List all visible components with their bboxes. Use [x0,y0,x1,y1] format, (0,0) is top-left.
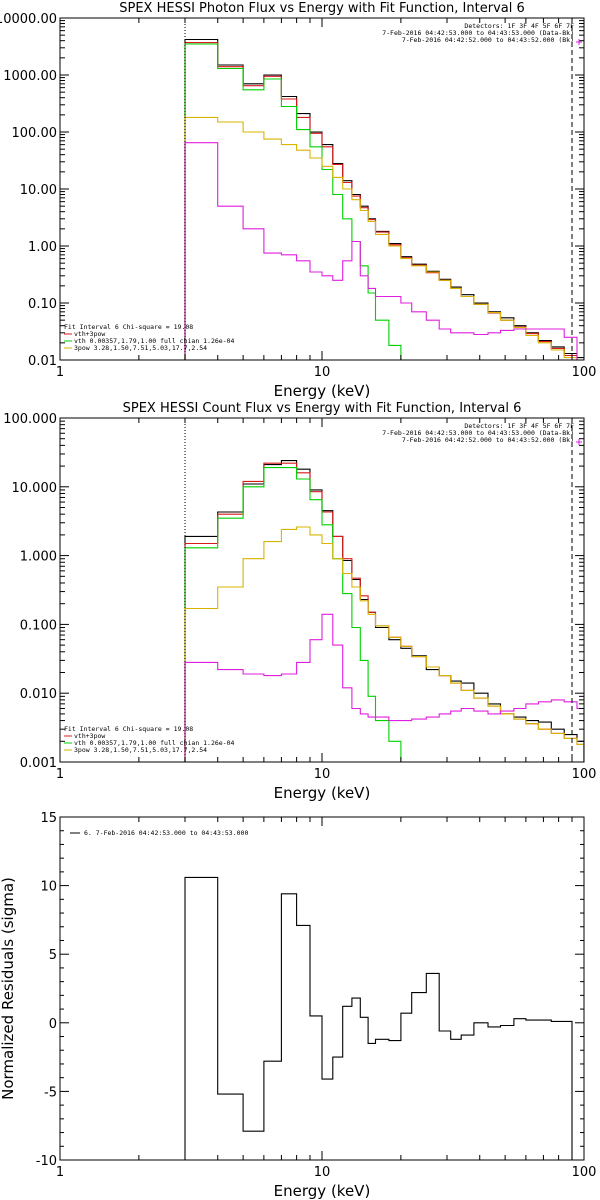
legend-entry-1: Fit Interval 6 Chi-square = 19.08 [64,725,193,733]
axes-frame [59,417,585,763]
legend-entry-3: vth 0.00357,1.79,1.00 full chian 1.26e-0… [74,337,235,345]
legend-entry-2: vth+3pow [74,732,105,740]
y-axis-label: Normalized Residuals (sigma) [0,877,17,1100]
x-tick-label: 100 [572,365,597,380]
series-line-vth-3pow [184,462,584,762]
axes-frame [59,816,585,1161]
y-tick-label: -5 [44,1085,57,1100]
axes-frame [59,17,585,361]
x-tick-label: 1 [56,365,64,380]
y-tick-label: -10 [36,1154,57,1169]
series-line-data-bk [184,38,584,360]
data-area [184,460,584,762]
annotation-1: Detectors: 1F 3F 4F 5F 6F 7F [464,422,574,430]
x-tick-label: 10 [314,1165,331,1180]
x-tick-label: 1 [56,767,64,782]
y-tick-label: 15 [40,811,57,826]
data-area [184,38,584,360]
y-tick-label: 0.010 [20,687,57,702]
y-tick-label: 0.10 [28,297,57,312]
series-line-residuals [184,876,573,1160]
series-line-bk [184,142,584,360]
series-line-3pow [184,116,578,360]
x-tick-label: 100 [572,767,597,782]
legend-entry-1: 6. 7-Feb-2016 04:42:53.000 to 04:43:53.0… [84,829,248,837]
y-tick-label: 10 [40,880,57,895]
x-axis-label: Energy (keV) [274,1182,371,1200]
series-line-vth-3pow [184,42,584,360]
x-axis-label: Energy (keV) [274,784,371,802]
chart-title: SPEX HESSI Photon Flux vs Energy with Fi… [119,1,525,16]
y-tick-label: 0.001 [20,756,57,771]
series-line-3pow [184,526,584,762]
y-tick-label: 10000.00 [0,12,57,27]
legend-entry-3: vth 0.00357,1.79,1.00 full chian 1.26e-0… [74,739,235,747]
y-tick-label: 10.000 [12,481,58,496]
y-tick-label: 0.100 [20,618,57,633]
y-tick-label: 1.000 [20,550,57,565]
legend-entry-2: vth+3pow [74,330,105,338]
series-line-vth [184,467,402,762]
x-tick-label: 1 [56,1165,64,1180]
legend-entry-4: 3pow 3.28,1.50,7.51,5.03,17.7,2.54 [74,746,207,754]
annotation-3: 7-Feb-2016 04:42:52.000 to 04:43:52.000 … [402,36,574,44]
x-tick-label: 10 [314,767,331,782]
y-tick-label: 10.00 [20,183,57,198]
y-tick-label: 0 [49,1017,57,1032]
chart-title: SPEX HESSI Count Flux vs Energy with Fit… [123,401,522,416]
annotation-3: 7-Feb-2016 04:42:52.000 to 04:43:52.000 … [402,436,574,444]
y-tick-label: 1.00 [28,240,57,255]
series-line-data-bk [184,460,584,762]
annotation-1: Detectors: 1F 3F 4F 5F 6F 7F [464,22,574,30]
y-tick-label: 100.000 [3,412,57,427]
y-tick-label: 100.00 [12,126,58,141]
legend-entry-1: Fit Interval 6 Chi-square = 19.08 [64,323,193,331]
series-line-bk [184,613,584,762]
data-area [184,876,573,1160]
annotation-2: 7-Feb-2016 04:42:53.000 to 04:43:53.000 … [382,429,574,437]
x-axis-label: Energy (keV) [274,382,371,400]
x-tick-label: 100 [572,1165,597,1180]
chart-panel-3: 1 10 100 -10 -5 0 5 10 15 Energy (keV) Normalized … [0,811,596,1200]
chart-panel-1: SPEX HESSI Photon Flux vs Energy with Fi… [0,1,597,400]
x-tick-label: 10 [314,365,331,380]
annotation-2: 7-Feb-2016 04:42:53.000 to 04:43:53.000 … [382,29,574,37]
y-tick-label: 0.01 [28,354,57,369]
legend-entry-4: 3pow 3.28,1.50,7.51,5.03,17.7,2.54 [74,344,207,352]
y-tick-label: 1000.00 [3,69,57,84]
chart-panel-2: SPEX HESSI Count Flux vs Energy with Fit… [3,401,597,802]
y-tick-label: 5 [49,948,57,963]
